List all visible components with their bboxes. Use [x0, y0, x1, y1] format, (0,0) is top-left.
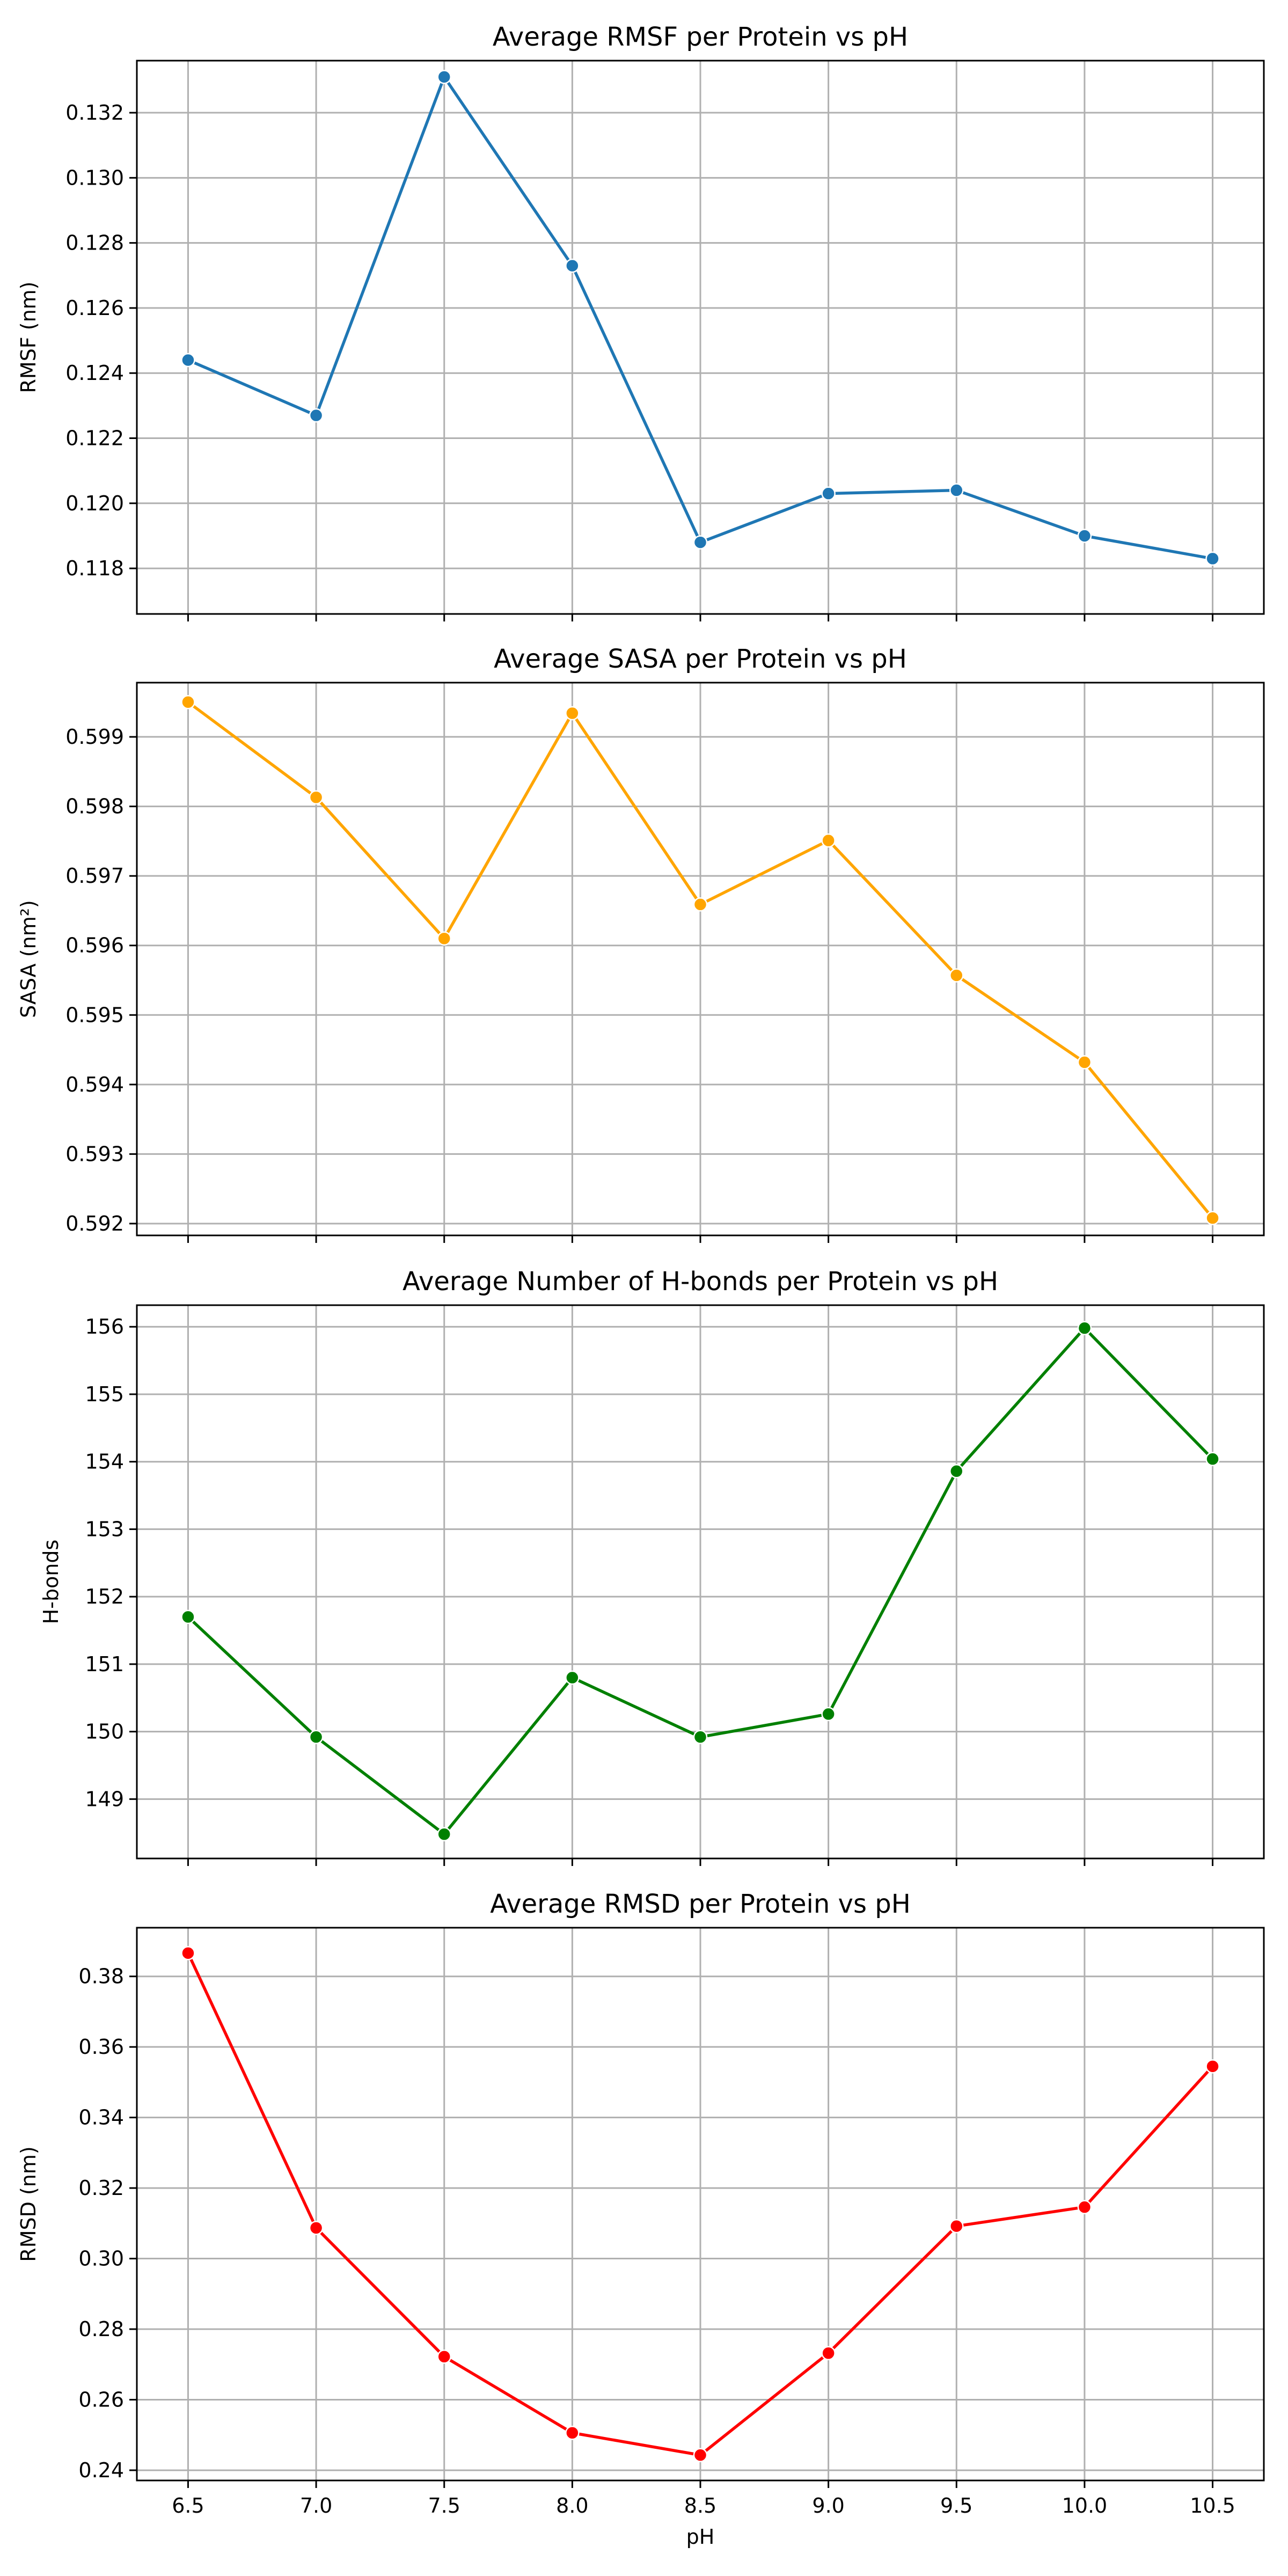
- data-point: [181, 353, 195, 368]
- data-point: [1077, 529, 1092, 543]
- x-tick-label: 9.0: [812, 2494, 844, 2518]
- chart-title: Average SASA per Protein vs pH: [494, 644, 907, 674]
- data-point: [949, 483, 964, 497]
- y-tick-label: 0.32: [78, 2176, 124, 2200]
- y-tick-label: 0.124: [65, 361, 124, 385]
- data-point: [821, 833, 836, 848]
- y-tick-label: 149: [85, 1787, 124, 1811]
- data-point: [181, 695, 195, 709]
- data-point: [1077, 2200, 1092, 2214]
- y-tick-label: 0.38: [78, 1965, 124, 1988]
- y-tick-label: 153: [85, 1517, 124, 1541]
- data-point: [693, 1730, 708, 1744]
- x-tick-label: 10.0: [1062, 2494, 1108, 2518]
- x-axis-label: pH: [686, 2525, 715, 2549]
- data-point: [693, 2448, 708, 2462]
- data-point: [565, 258, 580, 273]
- y-tick-label: 0.132: [65, 101, 124, 125]
- y-axis-label: RMSD (nm): [17, 2146, 40, 2262]
- chart-panel-4: 0.24 0.26 0.28 0.30 0.32 0.34 0.36 0.38 6.5 7.0 7.…: [17, 1889, 1265, 2549]
- y-tick-label: 155: [85, 1382, 124, 1406]
- y-tick-label: 0.26: [78, 2388, 124, 2411]
- y-tick-label: 0.597: [65, 864, 124, 888]
- data-point: [309, 790, 324, 805]
- data-point: [309, 2221, 324, 2235]
- data-point: [437, 931, 451, 946]
- y-tick-label: 0.30: [78, 2247, 124, 2271]
- y-tick-label: 151: [85, 1652, 124, 1676]
- y-tick-label: 0.594: [65, 1073, 124, 1096]
- y-tick-label: 0.118: [65, 557, 124, 580]
- data-point: [181, 1609, 195, 1624]
- data-point: [565, 706, 580, 721]
- data-point: [821, 2346, 836, 2360]
- data-point: [949, 2219, 964, 2234]
- chart-panel-1: 0.118 0.120 0.122 0.124 0.126 0.128 0.130 0.132…: [17, 22, 1265, 621]
- data-point: [821, 486, 836, 501]
- y-tick-label: 0.595: [65, 1003, 124, 1027]
- y-tick-label: 0.34: [78, 2106, 124, 2129]
- x-tick-label: 8.0: [556, 2494, 588, 2518]
- x-tick-label: 7.0: [300, 2494, 332, 2518]
- chart-title: Average Number of H-bonds per Protein vs…: [402, 1267, 998, 1297]
- y-tick-label: 0.24: [78, 2458, 124, 2482]
- x-tick-label: 6.5: [172, 2494, 204, 2518]
- data-point: [565, 2426, 580, 2440]
- data-point: [693, 897, 708, 912]
- data-point: [949, 968, 964, 983]
- data-point: [1205, 2059, 1220, 2074]
- y-tick-label: 0.120: [65, 492, 124, 515]
- y-tick-label: 0.36: [78, 2035, 124, 2059]
- data-point: [437, 1827, 451, 1841]
- data-point: [309, 408, 324, 423]
- data-point: [1205, 551, 1220, 566]
- data-point: [1205, 1211, 1220, 1225]
- y-axis-label: H-bonds: [39, 1540, 63, 1624]
- chart-panel-2: 0.592 0.593 0.594 0.595 0.596 0.597 0.598 0.599…: [17, 644, 1265, 1243]
- chart-panel-3: 149 150 151 152 153 154 155 156 Average Number o…: [39, 1267, 1265, 1866]
- y-tick-label: 0.592: [65, 1212, 124, 1235]
- data-point: [309, 1730, 324, 1744]
- x-tick-label: 8.5: [684, 2494, 716, 2518]
- data-point: [693, 535, 708, 550]
- data-point: [1077, 1321, 1092, 1335]
- x-tick-label: 7.5: [428, 2494, 460, 2518]
- chart-title: Average RMSD per Protein vs pH: [490, 1889, 911, 1919]
- data-point: [1205, 1452, 1220, 1466]
- data-point: [1077, 1055, 1092, 1070]
- y-tick-label: 154: [85, 1450, 124, 1474]
- data-point: [821, 1707, 836, 1722]
- y-axis-label: RMSF (nm): [17, 282, 40, 393]
- data-point: [949, 1464, 964, 1479]
- data-point: [181, 1946, 195, 1960]
- y-tick-label: 0.599: [65, 725, 124, 749]
- chart-title: Average RMSF per Protein vs pH: [493, 22, 908, 52]
- x-tick-label: 10.5: [1190, 2494, 1235, 2518]
- data-point: [437, 2350, 451, 2364]
- y-tick-label: 0.593: [65, 1142, 124, 1166]
- y-tick-label: 0.596: [65, 934, 124, 957]
- y-tick-label: 150: [85, 1720, 124, 1744]
- y-tick-label: 156: [85, 1315, 124, 1338]
- y-tick-label: 0.122: [65, 427, 124, 450]
- data-point: [565, 1670, 580, 1685]
- x-tick-label: 9.5: [940, 2494, 972, 2518]
- y-axis-label: SASA (nm²): [17, 900, 40, 1018]
- y-tick-label: 0.128: [65, 231, 124, 255]
- y-tick-label: 152: [85, 1585, 124, 1608]
- y-tick-label: 0.126: [65, 296, 124, 320]
- y-tick-label: 0.28: [78, 2317, 124, 2341]
- data-point: [437, 70, 451, 84]
- y-tick-label: 0.130: [65, 166, 124, 189]
- y-tick-label: 0.598: [65, 795, 124, 818]
